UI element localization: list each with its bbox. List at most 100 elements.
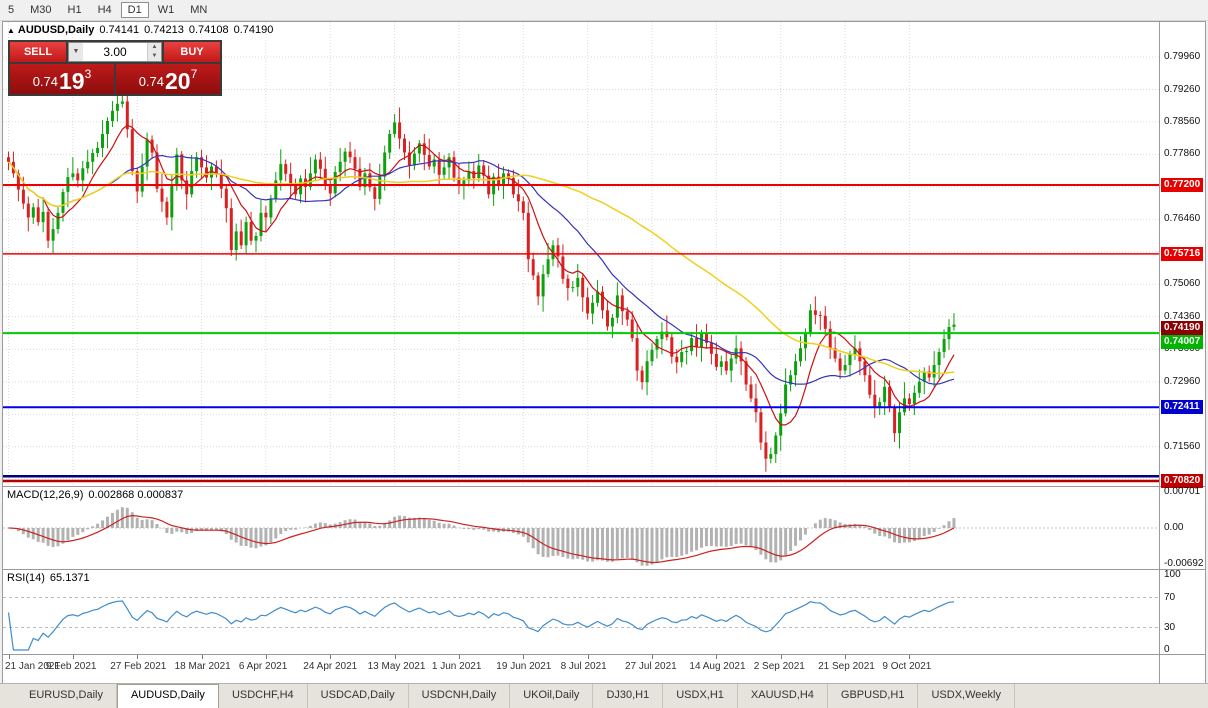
macd-histogram <box>11 507 956 566</box>
time-tick <box>72 655 74 659</box>
macd-values: 0.002868 0.000837 <box>88 489 184 501</box>
rsi-name: RSI(14) <box>7 572 45 584</box>
chart-symbol-period: AUDUSD,Daily <box>17 24 95 36</box>
date-label: 13 May 2021 <box>367 661 426 672</box>
axis-label: 0.78560 <box>1164 115 1201 127</box>
rsi-axis-label: 0 <box>1164 644 1170 655</box>
time-tick <box>523 655 525 659</box>
time-tick <box>201 655 203 659</box>
date-label: 19 Jun 2021 <box>496 661 552 672</box>
price-tag: 0.74007 <box>1161 335 1203 350</box>
timeframe-button-h1[interactable]: H1 <box>67 4 82 16</box>
chart-tab-dj30-h1[interactable]: DJ30,H1 <box>593 684 664 708</box>
ohlc-open: 0.74141 <box>99 24 140 36</box>
chart-tab-usdx-h1[interactable]: USDX,H1 <box>663 684 738 708</box>
time-tick <box>909 655 911 659</box>
rsi-label: RSI(14) 65.1371 <box>7 572 90 584</box>
macd-panel[interactable] <box>3 487 1159 569</box>
rsi-axis-label: 30 <box>1164 621 1176 633</box>
macd-label: MACD(12,26,9) 0.002868 0.000837 <box>7 489 183 501</box>
date-label: 9 Feb 2021 <box>45 661 97 672</box>
macd-axis-label: 0.00 <box>1164 522 1184 533</box>
volume-down-icon[interactable]: ▼ <box>148 52 161 61</box>
volume-control: ▼ 3.00 ▲ ▼ <box>68 42 162 62</box>
chart-tab-xauusd-h4[interactable]: XAUUSD,H4 <box>738 684 828 708</box>
date-label: 8 Jul 2021 <box>560 661 607 672</box>
rsi-value: 65.1371 <box>49 572 90 584</box>
timeframe-button-h4[interactable]: H4 <box>97 4 112 16</box>
volume-input[interactable]: 3.00 <box>103 45 127 59</box>
ohlc-low: 0.74108 <box>188 24 229 36</box>
volume-dropdown-icon[interactable]: ▼ <box>69 43 83 61</box>
macd-axis-label: 0.00701 <box>1164 486 1201 497</box>
date-label: 9 Oct 2021 <box>882 661 932 672</box>
chart-tab-usdchf-h4[interactable]: USDCHF,H4 <box>219 684 308 708</box>
buy-button[interactable]: BUY <box>164 42 220 62</box>
time-axis: 21 Jan 2021 9 Feb 2021 27 Feb 2021 18 Mar 2… <box>3 655 1159 682</box>
ohlc-close: 0.74190 <box>233 24 274 36</box>
buy-price[interactable]: 0.74 20 7 <box>116 64 220 94</box>
price-axis-divider <box>1159 22 1160 684</box>
chart-tab-gbpusd-h1[interactable]: GBPUSD,H1 <box>828 684 919 708</box>
price-tag: 0.77200 <box>1161 178 1203 192</box>
sell-price[interactable]: 0.74 19 3 <box>10 64 114 94</box>
buy-price-sup: 7 <box>190 67 198 81</box>
time-tick <box>780 655 782 659</box>
macd-name: MACD(12,26,9) <box>7 489 84 501</box>
macd-axis-label: -0.00692 <box>1164 557 1204 569</box>
axis-label: 0.76460 <box>1164 213 1201 225</box>
chart-tab-usdcnh-daily[interactable]: USDCNH,Daily <box>409 684 511 708</box>
timeframe-button-w1[interactable]: W1 <box>157 4 175 16</box>
one-click-toggle-icon[interactable]: ▲ <box>7 26 15 35</box>
price-tag: 0.72411 <box>1161 400 1203 415</box>
volume-stepper: ▲ ▼ <box>147 43 161 61</box>
timeframe-button-m30[interactable]: M30 <box>30 4 52 16</box>
buy-price-prefix: 0.74 <box>138 74 165 89</box>
date-label: 21 Jan 2021 <box>5 661 61 672</box>
buy-price-big: 20 <box>165 68 191 94</box>
price-tag: 0.70820 <box>1161 474 1203 488</box>
timeframe-button-mn[interactable]: MN <box>190 4 208 16</box>
time-tick <box>330 655 332 659</box>
time-tick <box>265 655 267 659</box>
chart-window[interactable]: 21 Jan 2021 9 Feb 2021 27 Feb 2021 18 Mar 2… <box>2 21 1206 685</box>
timeframe-button-d1[interactable]: D1 <box>120 2 149 18</box>
price-tag: 0.74190 <box>1161 320 1203 335</box>
rsi-panel[interactable] <box>3 570 1159 654</box>
rsi-axis-label: 100 <box>1164 569 1181 580</box>
chart-tab-ukoil-daily[interactable]: UKOil,Daily <box>510 684 594 708</box>
axis-label: 0.74360 <box>1164 310 1201 322</box>
date-label: 18 Mar 2021 <box>174 661 231 672</box>
chart-tab-usdx-weekly[interactable]: USDX,Weekly <box>918 684 1015 708</box>
sell-price-big: 19 <box>59 68 85 94</box>
price-chart[interactable] <box>3 22 1159 486</box>
chart-tab-usdcad-daily[interactable]: USDCAD,Daily <box>308 684 409 708</box>
timeframe-toolbar: 5 M30 H1 H4 D1 W1 MN <box>0 0 1208 21</box>
timeframe-button-5[interactable]: 5 <box>8 4 15 16</box>
axis-label: 0.71560 <box>1164 440 1201 452</box>
chart-tab-eurusd-daily[interactable]: EURUSD,Daily <box>16 684 117 708</box>
sell-button[interactable]: SELL <box>10 42 66 62</box>
axis-label: 0.79960 <box>1164 51 1201 62</box>
rsi-axis-label: 70 <box>1164 591 1176 603</box>
time-tick <box>8 655 10 659</box>
time-tick <box>394 655 396 659</box>
time-tick <box>716 655 718 659</box>
chart-tab-audusd-daily[interactable]: AUDUSD,Daily <box>116 684 219 708</box>
sell-price-prefix: 0.74 <box>32 74 59 89</box>
axis-label: 0.79260 <box>1164 83 1201 95</box>
time-tick <box>845 655 847 659</box>
date-label: 21 Sep 2021 <box>818 661 875 672</box>
time-tick <box>587 655 589 659</box>
date-label: 27 Jul 2021 <box>625 661 677 672</box>
date-label: 27 Feb 2021 <box>110 661 167 672</box>
panel-divider[interactable] <box>3 486 1205 487</box>
panel-divider[interactable] <box>3 569 1205 570</box>
volume-up-icon[interactable]: ▲ <box>148 43 161 52</box>
ohlc-high: 0.74213 <box>144 24 184 36</box>
time-tick <box>458 655 460 659</box>
sell-price-sup: 3 <box>84 67 92 81</box>
axis-label: 0.75060 <box>1164 278 1201 290</box>
panel-divider <box>3 654 1205 655</box>
